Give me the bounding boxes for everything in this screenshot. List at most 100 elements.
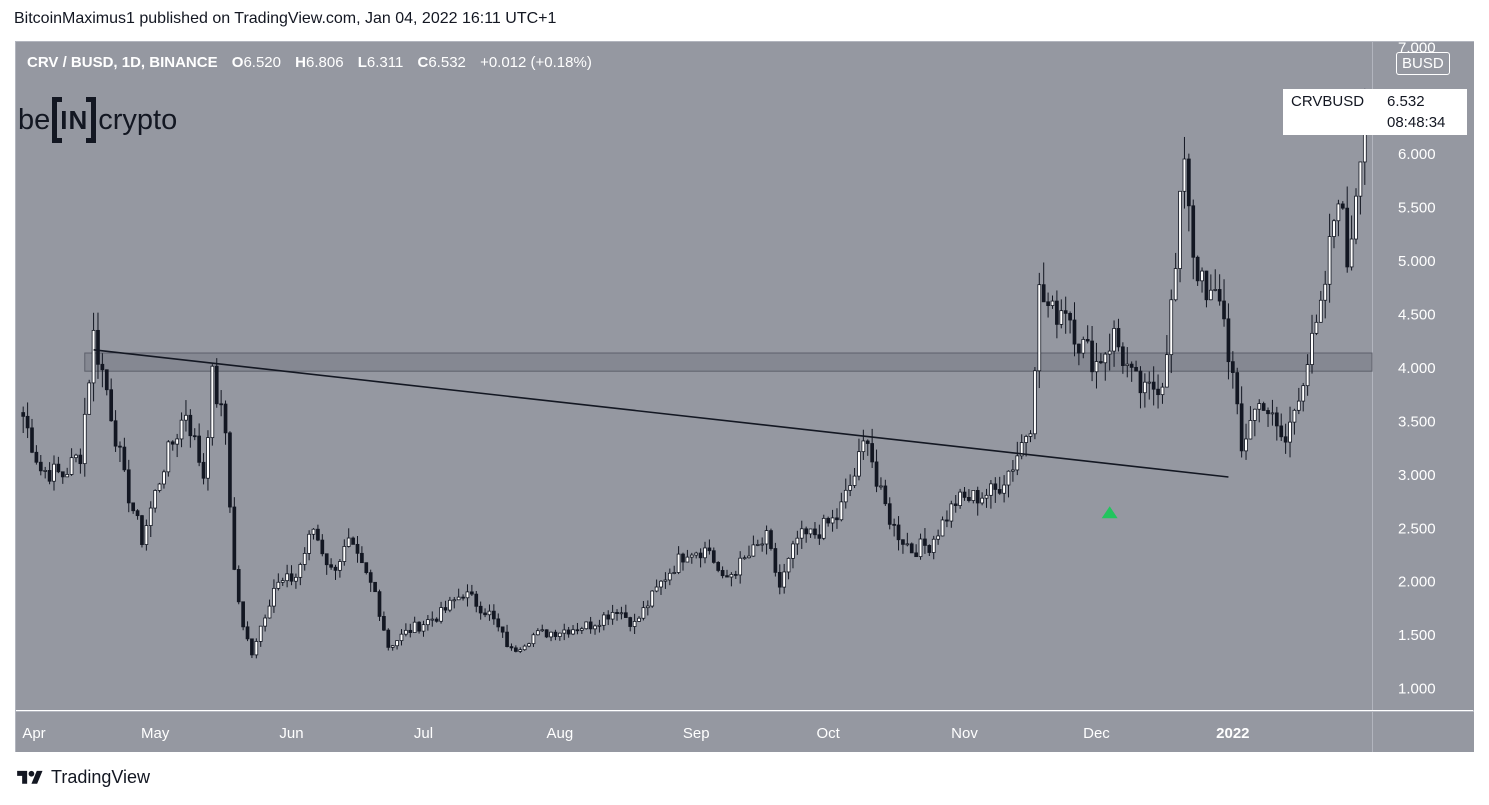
- footer-brand[interactable]: TradingView: [51, 767, 151, 787]
- candle: [1354, 188, 1358, 245]
- candle-body: [953, 503, 958, 506]
- candle-body: [575, 629, 580, 632]
- candle: [1033, 367, 1037, 440]
- legend-open-label: O: [231, 54, 244, 71]
- candle-body: [830, 517, 835, 524]
- candle: [496, 613, 501, 632]
- candle-body: [1305, 364, 1310, 387]
- candle-body: [1266, 410, 1270, 415]
- candle-body: [52, 463, 56, 482]
- candle-body: [258, 625, 263, 642]
- candle: [465, 584, 470, 607]
- candle-body: [223, 403, 228, 434]
- candle-body: [755, 544, 760, 546]
- candle: [241, 601, 245, 631]
- candle: [1345, 186, 1350, 273]
- candle: [755, 539, 760, 547]
- candle-body: [1314, 321, 1319, 334]
- candle: [984, 488, 989, 508]
- candle-body: [478, 605, 483, 614]
- candle: [870, 428, 874, 468]
- candle-body: [927, 545, 932, 553]
- candle: [1072, 302, 1077, 357]
- candle-body: [694, 552, 699, 556]
- candle: [395, 640, 399, 650]
- candle: [1099, 353, 1103, 365]
- candle-body: [364, 562, 369, 574]
- candle-body: [861, 440, 866, 453]
- candle-body: [843, 489, 848, 503]
- candle: [285, 564, 289, 588]
- candle-body: [1011, 469, 1015, 472]
- candle-body: [1213, 289, 1218, 291]
- candle: [1037, 272, 1042, 389]
- candle: [1081, 336, 1086, 359]
- candle: [1121, 342, 1125, 374]
- candle-body: [87, 382, 92, 415]
- candle-body: [711, 550, 716, 563]
- candle-body: [747, 555, 751, 559]
- legend-open-value: 6.520: [243, 54, 281, 71]
- candle-body: [294, 576, 298, 582]
- candle-body: [777, 571, 782, 588]
- candle-body: [170, 441, 175, 445]
- candle-body: [531, 634, 536, 645]
- candle-body: [980, 497, 984, 504]
- candle-body: [245, 626, 250, 640]
- candle-body: [1230, 361, 1235, 373]
- candle: [1226, 303, 1231, 380]
- candle-body: [1107, 350, 1112, 355]
- time-axis[interactable]: [16, 711, 1372, 752]
- candle: [505, 624, 509, 648]
- candle: [914, 544, 918, 558]
- candle-body: [557, 632, 562, 637]
- candle-body: [1178, 190, 1182, 269]
- logo-bracket-box: IN: [52, 97, 97, 143]
- y-tick-label: 3.500: [1398, 413, 1436, 430]
- candle-body: [729, 574, 734, 578]
- candle: [474, 590, 479, 613]
- candle: [38, 455, 43, 476]
- candle-body: [1200, 270, 1204, 282]
- candle: [421, 620, 426, 637]
- candle: [553, 629, 558, 641]
- candle: [175, 433, 179, 458]
- candle: [707, 539, 712, 555]
- candle-body: [606, 614, 611, 620]
- candle: [1257, 399, 1262, 423]
- candle: [294, 573, 298, 589]
- candle: [821, 514, 826, 541]
- candle-body: [470, 591, 474, 595]
- candle-body: [1248, 420, 1253, 440]
- candle-body: [74, 454, 78, 459]
- candle-body: [434, 618, 439, 622]
- candle-body: [175, 438, 179, 445]
- candle: [773, 542, 778, 577]
- candle: [1116, 318, 1121, 352]
- candle-body: [707, 547, 712, 552]
- candle: [593, 624, 597, 635]
- candle-body: [210, 365, 215, 439]
- candle: [733, 570, 738, 579]
- price-axis[interactable]: [1372, 42, 1474, 710]
- candle-body: [615, 611, 619, 614]
- descending-trendline: [93, 349, 1229, 478]
- candle-body: [936, 535, 940, 540]
- candle: [1002, 475, 1006, 503]
- logo-text-left: be: [18, 103, 51, 136]
- candle: [1028, 430, 1033, 443]
- candle: [87, 379, 92, 415]
- candle: [997, 476, 1002, 495]
- candle-body: [685, 556, 690, 563]
- x-tick-label: Apr: [22, 725, 45, 742]
- candle-body: [1336, 203, 1341, 222]
- currency-badge[interactable]: BUSD: [1396, 52, 1450, 75]
- candle-body: [905, 543, 910, 546]
- tradingview-logo-icon[interactable]: [15, 768, 45, 788]
- plot-area[interactable]: [16, 42, 1372, 710]
- candle: [500, 626, 505, 638]
- candle-body: [1288, 421, 1292, 443]
- candle: [153, 489, 158, 513]
- candle: [148, 501, 153, 538]
